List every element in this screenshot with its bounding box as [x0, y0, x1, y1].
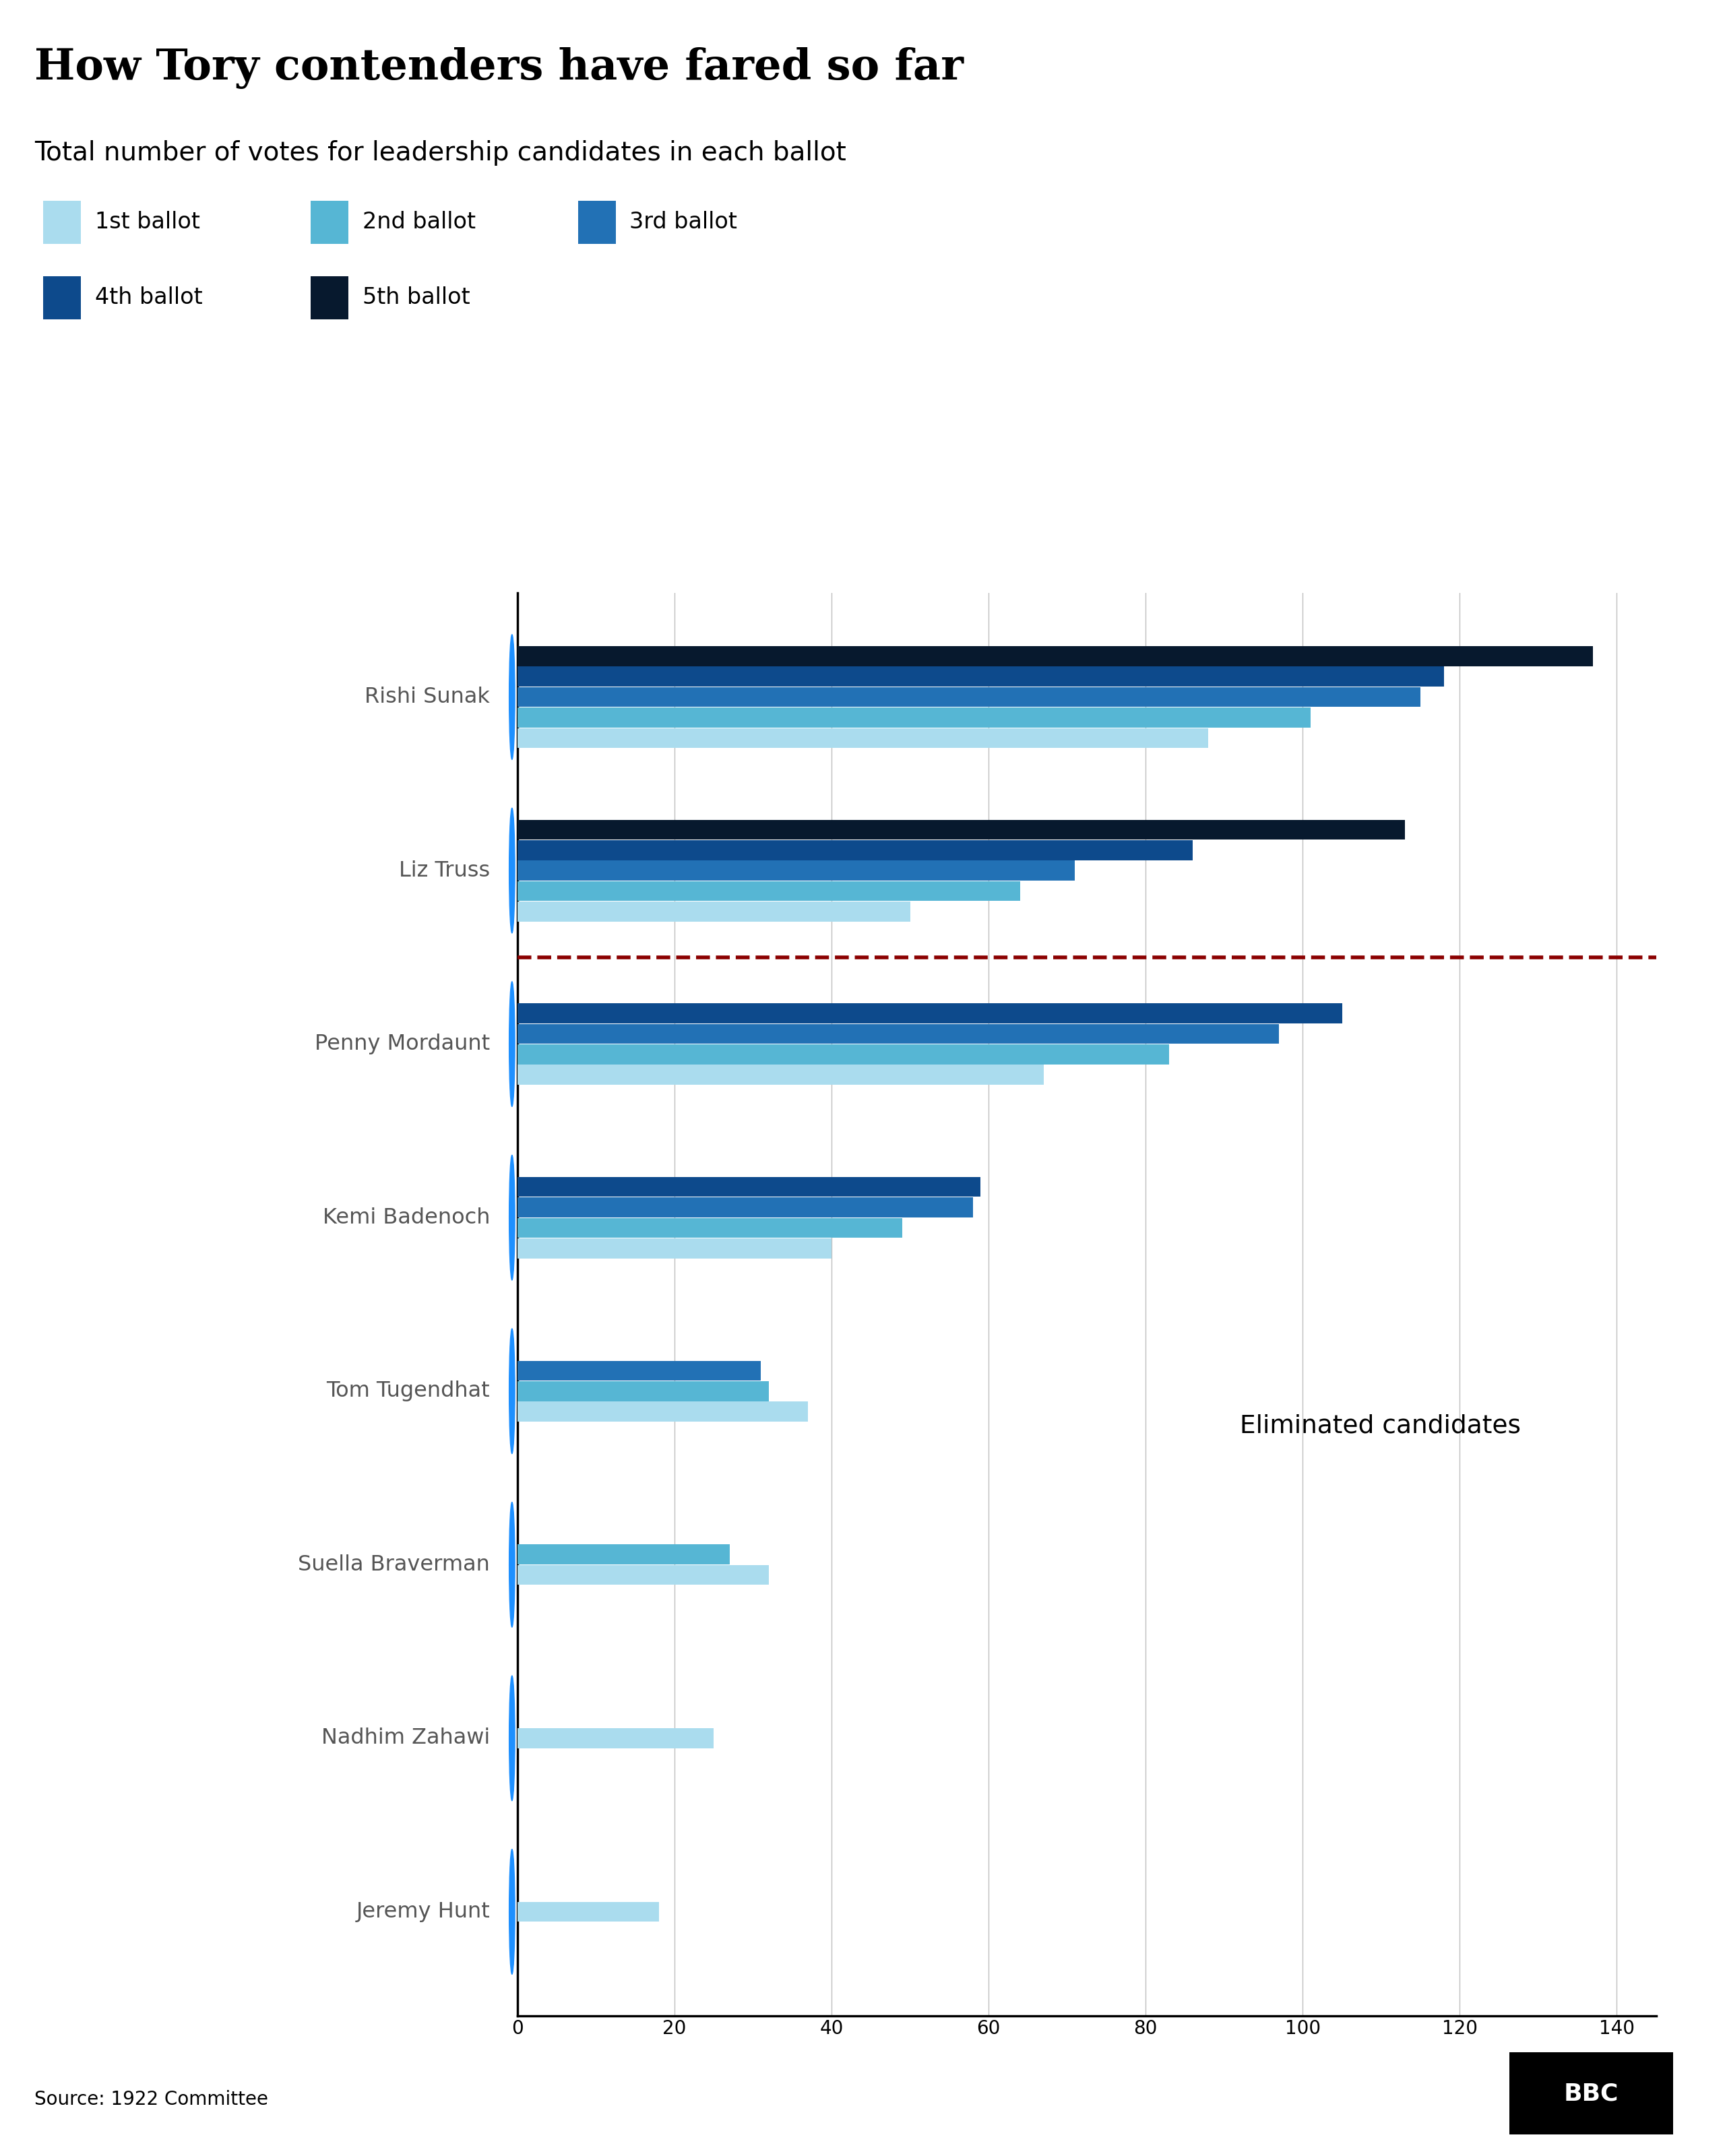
Bar	[518, 1729, 714, 1749]
Text: 5th ballot: 5th ballot	[362, 287, 469, 308]
Text: Nadhim Zahawi: Nadhim Zahawi	[321, 1727, 490, 1749]
Text: Tom Tugendhat: Tom Tugendhat	[326, 1380, 490, 1401]
Text: Liz Truss: Liz Truss	[398, 860, 490, 882]
Circle shape	[509, 1328, 514, 1453]
Text: BBC: BBC	[1565, 2083, 1618, 2104]
Circle shape	[509, 808, 514, 934]
Bar	[518, 1044, 1170, 1065]
Text: Jeremy Hunt: Jeremy Hunt	[355, 1902, 490, 1923]
Text: 3rd ballot: 3rd ballot	[630, 211, 737, 233]
Bar	[518, 647, 1594, 666]
Text: Source: 1922 Committee: Source: 1922 Committee	[34, 2089, 269, 2109]
Bar	[518, 1902, 659, 1921]
Bar	[518, 1024, 1280, 1044]
Bar	[518, 1177, 982, 1197]
Circle shape	[509, 1675, 514, 1800]
Bar	[518, 1565, 769, 1585]
Bar	[518, 1360, 761, 1380]
Circle shape	[509, 981, 514, 1106]
Text: Eliminated candidates: Eliminated candidates	[1240, 1414, 1521, 1438]
Text: 4th ballot: 4th ballot	[95, 287, 202, 308]
Bar	[518, 819, 1404, 839]
Bar	[518, 841, 1192, 860]
Bar	[518, 1382, 769, 1401]
Circle shape	[509, 1850, 514, 1975]
Text: Total number of votes for leadership candidates in each ballot: Total number of votes for leadership can…	[34, 140, 847, 166]
Text: How Tory contenders have fared so far: How Tory contenders have fared so far	[34, 47, 964, 88]
Bar	[518, 688, 1420, 707]
Bar	[518, 666, 1444, 686]
Text: 1st ballot: 1st ballot	[95, 211, 200, 233]
Text: Kemi Badenoch: Kemi Badenoch	[323, 1207, 490, 1229]
Circle shape	[509, 1156, 514, 1281]
Text: Suella Braverman: Suella Braverman	[298, 1554, 490, 1576]
Text: Rishi Sunak: Rishi Sunak	[364, 686, 490, 707]
Bar	[518, 707, 1311, 727]
Bar	[518, 729, 1209, 748]
Text: 2nd ballot: 2nd ballot	[362, 211, 476, 233]
Circle shape	[509, 1503, 514, 1628]
Bar	[518, 860, 1075, 880]
Bar	[518, 1197, 973, 1218]
Bar	[518, 1401, 807, 1421]
Bar	[518, 1003, 1342, 1024]
Bar	[518, 882, 1019, 901]
Bar	[518, 1065, 1044, 1084]
Bar	[518, 1238, 831, 1259]
Bar	[518, 1218, 902, 1238]
Bar	[518, 1544, 730, 1565]
Text: Penny Mordaunt: Penny Mordaunt	[314, 1033, 490, 1054]
Circle shape	[509, 634, 514, 759]
Bar	[518, 901, 911, 921]
